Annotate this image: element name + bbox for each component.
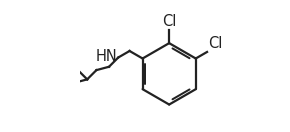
- Text: Cl: Cl: [208, 36, 222, 51]
- Text: HN: HN: [96, 49, 118, 64]
- Text: Cl: Cl: [162, 14, 176, 29]
